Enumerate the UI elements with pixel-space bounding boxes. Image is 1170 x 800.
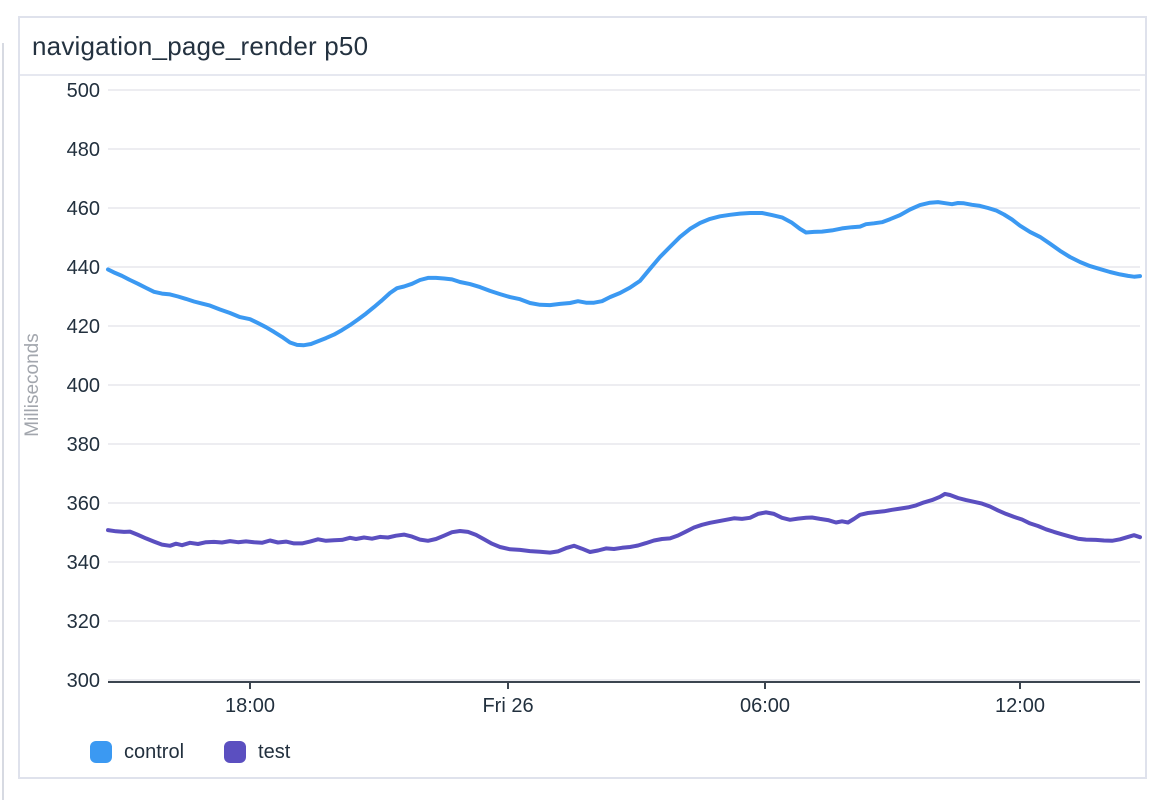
panel-header: navigation_page_render p50 (20, 18, 1145, 76)
legend-swatch-icon (90, 741, 112, 763)
legend-item-test[interactable]: test (224, 741, 290, 764)
adjacent-panel-edge (2, 43, 4, 800)
legend-swatch-icon (224, 741, 247, 763)
chart-panel: navigation_page_render p50 control test (18, 16, 1147, 779)
legend-label: test (258, 740, 291, 763)
panel-title: navigation_page_render p50 (32, 30, 369, 61)
legend-item-control[interactable]: control (90, 741, 184, 764)
legend-label: control (124, 740, 185, 763)
legend: control test (90, 737, 290, 767)
